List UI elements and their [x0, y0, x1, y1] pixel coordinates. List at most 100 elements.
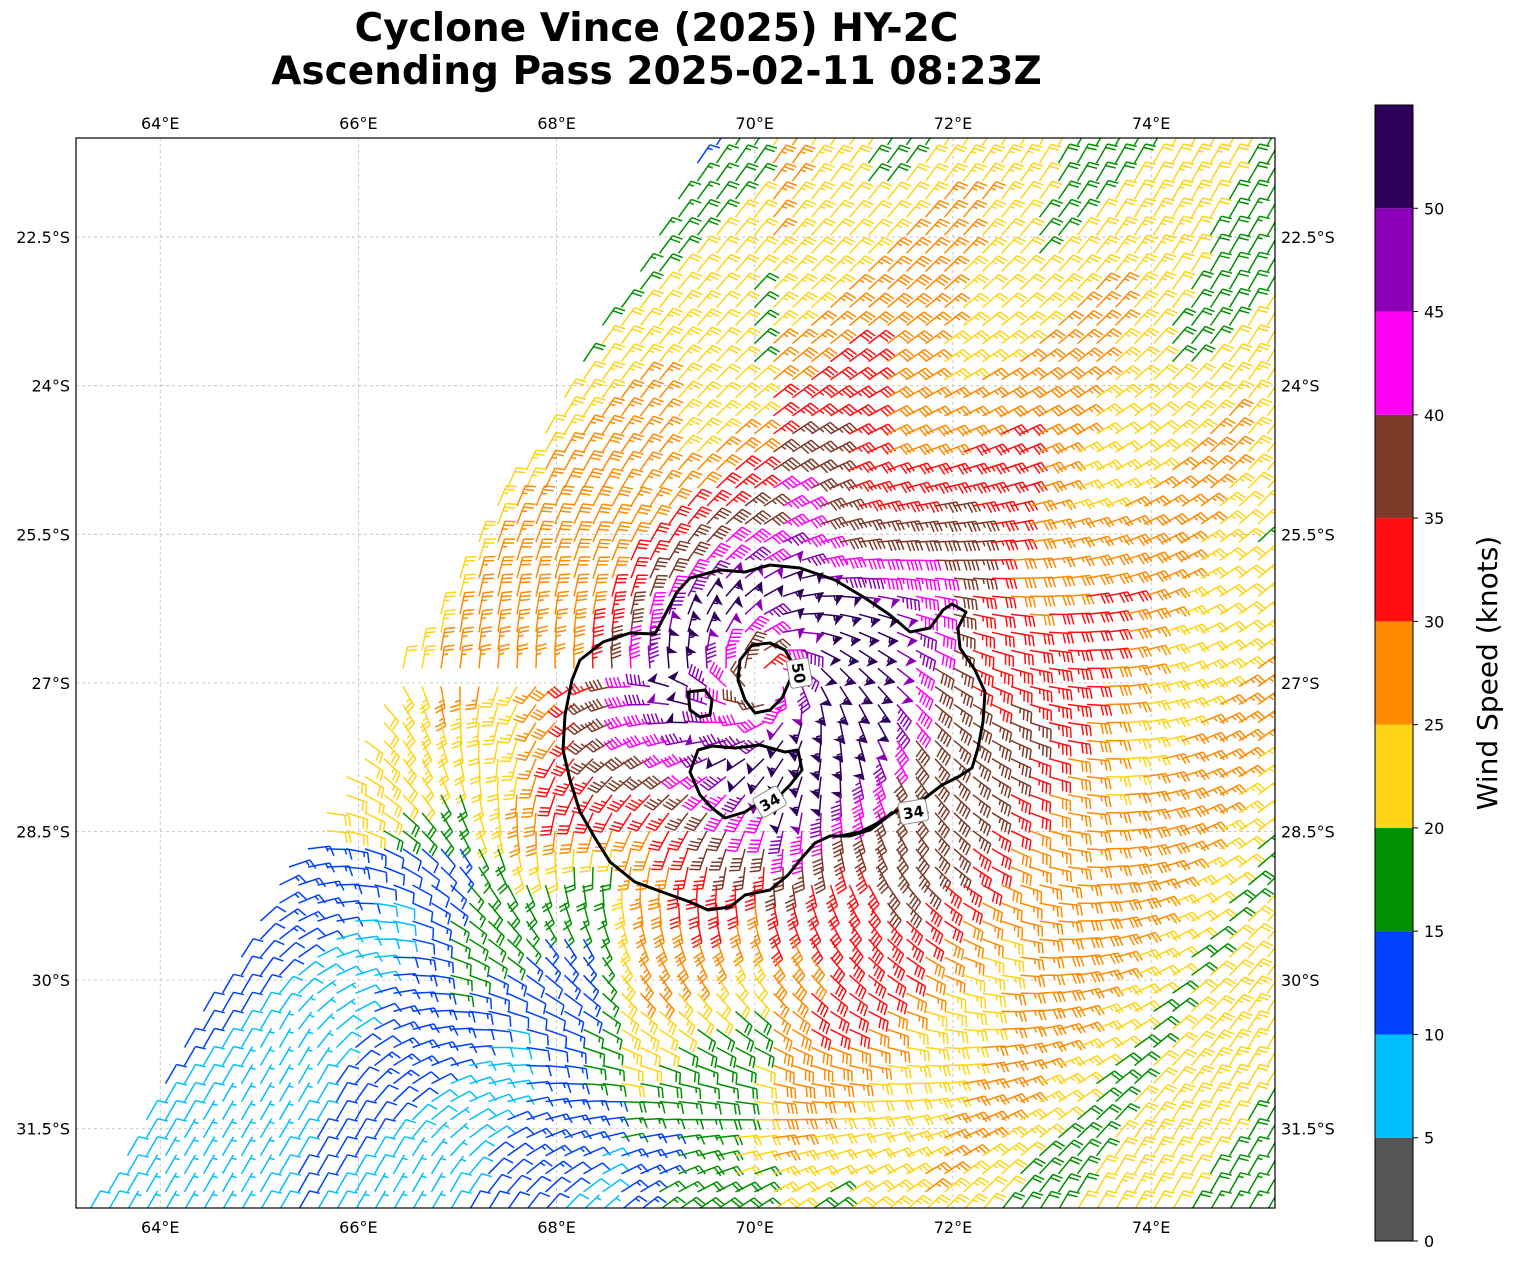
- wind-barb: [849, 479, 878, 493]
- wind-barb: [630, 521, 652, 543]
- wind-barb: [1162, 752, 1191, 764]
- wind-barb: [934, 649, 956, 671]
- wind-barb: [1209, 1029, 1234, 1048]
- wind-barb: [554, 642, 566, 669]
- wind-barb: [982, 1061, 1010, 1073]
- wind-barb: [677, 380, 703, 399]
- wind-barb: [450, 1122, 469, 1139]
- wind-barb-pennant: [666, 691, 676, 701]
- wind-barb: [1058, 310, 1085, 327]
- wind-barb: [1029, 613, 1056, 626]
- wind-barb: [1266, 894, 1275, 904]
- wind-barb: [715, 308, 742, 327]
- colorbar-bin: [1375, 1137, 1413, 1241]
- wind-barb: [393, 1190, 408, 1208]
- wind-barb: [478, 608, 494, 633]
- wind-barb: [1171, 252, 1195, 272]
- wind-barb: [706, 525, 732, 543]
- wind-barb: [1095, 1154, 1119, 1175]
- wind-barb: [639, 415, 664, 435]
- wind-barb: [683, 812, 708, 832]
- wind-barb: [1067, 866, 1093, 881]
- wind-barb: [1105, 865, 1133, 877]
- wind-barb: [1096, 440, 1124, 453]
- wind-barb: [750, 920, 762, 949]
- wind-barb: [165, 1190, 180, 1208]
- wind-barb: [354, 1066, 380, 1085]
- wind-barb: [735, 418, 762, 435]
- wind-barb: [544, 1176, 572, 1193]
- wind-barb: [773, 1028, 793, 1052]
- wind-barb: [259, 922, 286, 940]
- wind-barb: [906, 992, 928, 1014]
- wind-barb: [1238, 853, 1266, 868]
- wind-barb: [469, 1076, 497, 1087]
- wind-barb: [1219, 528, 1247, 543]
- wind-barb: [754, 1082, 778, 1100]
- wind-barb: [476, 830, 488, 859]
- wind-barb: [440, 644, 455, 669]
- wind-barb: [792, 1046, 814, 1068]
- wind-barb: [202, 1009, 225, 1030]
- wind-barb: [336, 998, 356, 1013]
- wind-barb: [126, 1172, 149, 1193]
- wind-barb: [1077, 403, 1105, 417]
- wind-barb: [1114, 290, 1141, 309]
- wind-barb: [1067, 685, 1093, 700]
- wind-barb: [1058, 479, 1087, 491]
- wind-barb: [582, 920, 593, 949]
- wind-barb: [1048, 757, 1072, 775]
- wind-barb: [1010, 649, 1034, 666]
- wind-barb: [834, 866, 847, 895]
- wind-barb: [563, 378, 587, 399]
- map-frame: [75, 137, 1276, 1209]
- wind-barb-pennant: [814, 719, 826, 727]
- wind-barb: [773, 475, 801, 491]
- wind-barb: [487, 1173, 512, 1193]
- wind-barb: [526, 1028, 549, 1046]
- wind-barb: [582, 414, 606, 435]
- wind-barb: [1287, 992, 1308, 1011]
- wind-barb: [1124, 719, 1152, 732]
- wind-barb: [440, 591, 457, 615]
- wind-barb: [1162, 550, 1191, 563]
- wind-barb: [431, 974, 456, 990]
- wind-barb-pennant: [816, 633, 824, 644]
- wind-barb: [753, 180, 778, 200]
- wind-barb: [715, 217, 741, 236]
- wind-barb: [1029, 848, 1052, 867]
- wind-barb: [830, 1010, 850, 1034]
- wind-barb-pennant: [824, 678, 837, 687]
- colorbar-tick-label: 20: [1424, 819, 1444, 838]
- wind-barb: [830, 366, 858, 381]
- wind-barb: [545, 1046, 569, 1063]
- wind-barb: [468, 884, 485, 912]
- wind-barb: [716, 1064, 738, 1084]
- wind-barb: [478, 643, 492, 669]
- wind-barb: [392, 1135, 415, 1157]
- wind-barb-pennant: [766, 746, 775, 759]
- wind-barb: [1029, 721, 1052, 740]
- wind-barb: [953, 685, 974, 709]
- wind-barb: [1096, 346, 1123, 363]
- wind-barb: [664, 812, 689, 832]
- wind-barb: [791, 992, 810, 1019]
- wind-barb: [1039, 329, 1066, 345]
- wind-barb: [982, 405, 1010, 418]
- wind-barb: [566, 740, 594, 756]
- wind-barb: [1057, 1173, 1082, 1193]
- wind-barb: [868, 311, 895, 327]
- colorbar-bin: [1375, 208, 1413, 312]
- wind-barb: [1287, 921, 1310, 939]
- wind-barb: [753, 290, 780, 309]
- wind-barb: [450, 938, 471, 960]
- wind-barb: [868, 385, 896, 399]
- wind-barb: [1105, 684, 1133, 696]
- wind-barb-pennant: [691, 611, 702, 621]
- wind-barb: [1210, 960, 1237, 976]
- wind-barb: [1228, 197, 1251, 218]
- wind-barb: [1019, 180, 1044, 200]
- wind-barb: [497, 608, 512, 633]
- wind-barb: [677, 974, 692, 1003]
- wind-barb: [886, 884, 901, 912]
